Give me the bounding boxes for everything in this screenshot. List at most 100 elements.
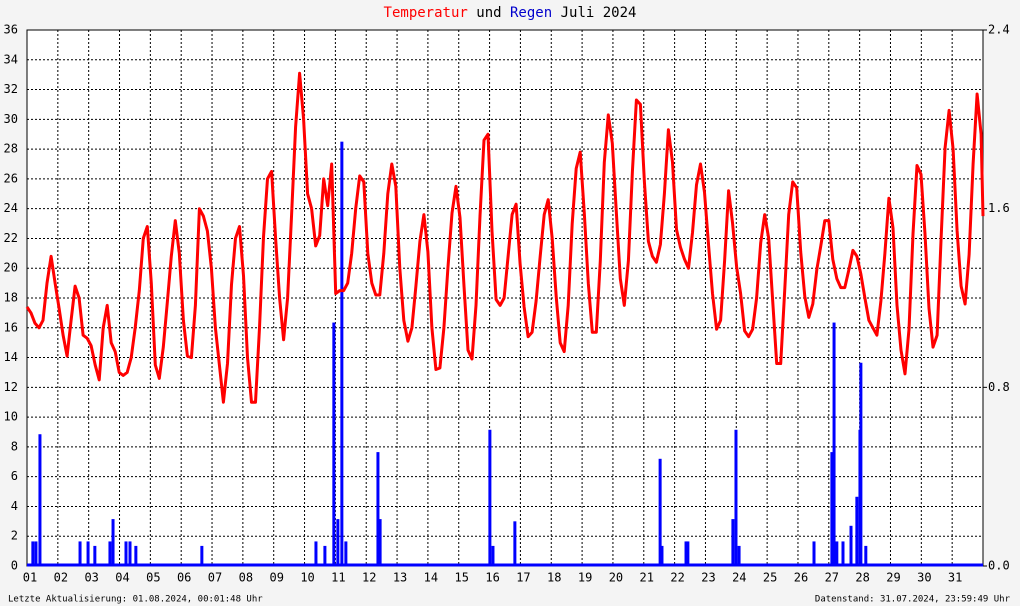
y-tick-label: 10 xyxy=(4,410,18,424)
x-tick-label: 26 xyxy=(794,571,808,585)
x-tick-label: 17 xyxy=(516,571,530,585)
x-tick-label: 21 xyxy=(640,571,654,585)
temperature-line xyxy=(25,71,985,404)
rain-bar xyxy=(513,521,517,566)
rain-bar xyxy=(830,452,834,566)
rain-bar xyxy=(491,545,495,566)
x-tick-label: 29 xyxy=(886,571,900,585)
title-temperature: Temperatur xyxy=(384,5,468,21)
rain-bar xyxy=(812,541,816,566)
x-tick-label: 25 xyxy=(763,571,777,585)
y2-tick-label: 0.0 xyxy=(988,559,1010,573)
title-connector: und xyxy=(476,5,501,21)
rain-bar xyxy=(864,545,868,566)
x-tick-label: 03 xyxy=(84,571,98,585)
rain-bar xyxy=(684,541,688,566)
rain-bar xyxy=(376,452,380,566)
y2-tick-label: 2.4 xyxy=(988,23,1010,37)
y2-tick-label: 1.6 xyxy=(988,201,1010,215)
x-tick-label: 09 xyxy=(269,571,283,585)
x-tick-label: 15 xyxy=(455,571,469,585)
x-tick-label: 20 xyxy=(609,571,623,585)
rain-bar xyxy=(658,458,662,566)
y-tick-label: 36 xyxy=(4,23,18,37)
x-tick-label: 02 xyxy=(54,571,68,585)
x-tick-label: 22 xyxy=(670,571,684,585)
x-tick-label: 07 xyxy=(208,571,222,585)
x-tick-label: 05 xyxy=(146,571,160,585)
y2-tick-label: 0.8 xyxy=(988,380,1010,394)
x-tick-label: 06 xyxy=(177,571,191,585)
y-tick-label: 18 xyxy=(4,291,18,305)
rain-bar xyxy=(731,519,735,566)
y-tick-label: 34 xyxy=(4,52,18,66)
rain-bar xyxy=(488,429,492,566)
x-tick-label: 19 xyxy=(578,571,592,585)
rain-bar xyxy=(86,541,90,566)
rain-bar xyxy=(128,541,132,566)
y-tick-label: 26 xyxy=(4,171,18,185)
y-tick-label: 8 xyxy=(11,439,18,453)
y-tick-label: 20 xyxy=(4,261,18,275)
x-tick-label: 24 xyxy=(732,571,746,585)
rain-bar xyxy=(38,434,42,566)
y-tick-label: 6 xyxy=(11,469,18,483)
x-tick-label: 28 xyxy=(855,571,869,585)
rain-bar xyxy=(200,545,204,566)
rain-bar xyxy=(134,545,138,566)
rain-bar xyxy=(93,545,97,566)
rain-bar xyxy=(340,141,344,566)
y-tick-label: 32 xyxy=(4,82,18,96)
rain-bar xyxy=(31,541,35,566)
rain-bar xyxy=(344,541,348,566)
y-tick-label: 22 xyxy=(4,231,18,245)
rain-bar xyxy=(859,362,863,566)
y-tick-label: 30 xyxy=(4,112,18,126)
rain-bar xyxy=(111,519,115,566)
title-period: Juli 2024 xyxy=(561,5,637,21)
x-tick-label: 11 xyxy=(331,571,345,585)
rain-bar xyxy=(686,541,690,566)
rain-bar xyxy=(660,545,664,566)
rain-bar xyxy=(734,429,738,566)
rain-bar xyxy=(332,322,336,566)
y-tick-label: 12 xyxy=(4,380,18,394)
x-tick-label: 12 xyxy=(362,571,376,585)
x-tick-label: 13 xyxy=(393,571,407,585)
x-tick-label: 30 xyxy=(917,571,931,585)
y-tick-label: 14 xyxy=(4,350,18,364)
rain-bar xyxy=(835,541,839,566)
y-tick-label: 2 xyxy=(11,529,18,543)
rain-bar xyxy=(34,541,38,566)
x-tick-label: 31 xyxy=(948,571,962,585)
rain-bar xyxy=(849,525,853,566)
rain-bar xyxy=(108,541,112,566)
x-tick-label: 10 xyxy=(300,571,314,585)
rain-bar xyxy=(378,519,382,566)
x-tick-label: 08 xyxy=(239,571,253,585)
rain-bar xyxy=(314,541,318,566)
x-tick-label: 01 xyxy=(23,571,37,585)
y-tick-label: 4 xyxy=(11,499,18,513)
footer-right: Datenstand: 31.07.2024, 23:59:49 Uhr xyxy=(815,595,1011,605)
x-tick-label: 16 xyxy=(485,571,499,585)
rain-bar xyxy=(841,541,845,566)
x-tick-label: 04 xyxy=(115,571,129,585)
y-tick-label: 28 xyxy=(4,142,18,156)
rain-bar xyxy=(124,541,128,566)
y-tick-label: 0 xyxy=(11,559,18,573)
rain-bar xyxy=(737,545,741,566)
rain-bar xyxy=(78,541,82,566)
rain-bar xyxy=(832,322,836,566)
rain-bar xyxy=(323,545,327,566)
chart-title: Temperatur und Regen Juli 2024 xyxy=(384,5,637,21)
title-rain: Regen xyxy=(510,5,552,21)
x-tick-label: 18 xyxy=(547,571,561,585)
y-tick-label: 16 xyxy=(4,320,18,334)
rain-bar xyxy=(336,519,340,566)
x-tick-label: 14 xyxy=(424,571,438,585)
x-tick-label: 23 xyxy=(701,571,715,585)
rain-bar xyxy=(855,496,859,566)
